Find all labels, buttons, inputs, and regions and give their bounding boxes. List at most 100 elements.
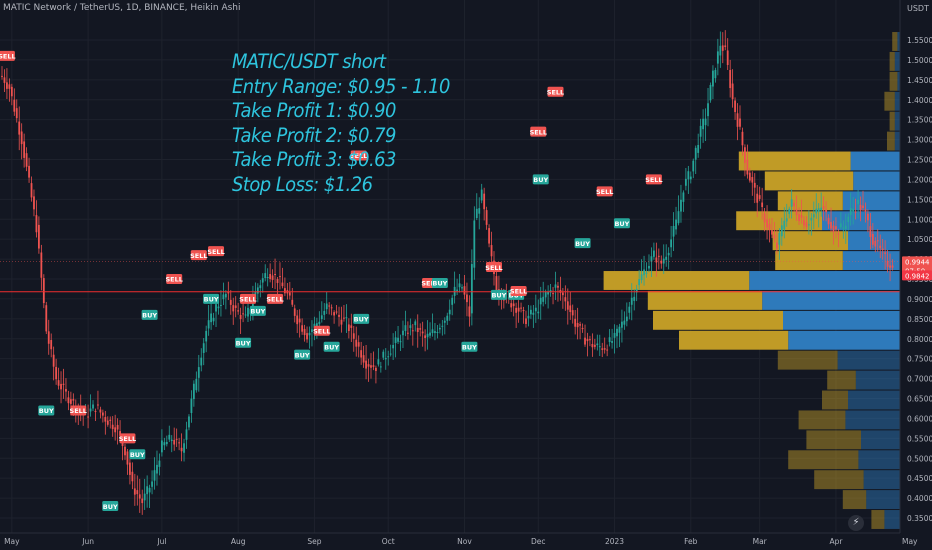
- volume-bar-up: [827, 370, 856, 390]
- candle-body: [126, 451, 129, 465]
- candle-body: [431, 329, 434, 334]
- x-tick-label: Apr: [829, 537, 843, 546]
- sell-signal: [0, 50, 15, 61]
- candle-body: [13, 99, 16, 112]
- volume-bar-up: [772, 231, 848, 251]
- candle-body: [143, 493, 146, 501]
- candle-body: [247, 307, 249, 317]
- volume-bar-down: [848, 390, 900, 410]
- candle-body: [768, 223, 771, 230]
- candle-body: [389, 353, 392, 355]
- candle-body: [891, 265, 894, 268]
- candle-body: [692, 160, 695, 172]
- candle-body: [365, 360, 367, 369]
- y-tick-label: 0.8500: [907, 315, 932, 324]
- volume-bar-down: [788, 330, 900, 350]
- volume-bar-up: [736, 211, 822, 231]
- candle-body: [153, 470, 156, 481]
- candle-body: [429, 332, 431, 336]
- candle-body: [552, 293, 554, 295]
- buy-signal: [532, 174, 549, 185]
- annotation-line-entry: Entry Range: $0.95 - 1.10: [232, 74, 450, 98]
- lightning-icon[interactable]: ⚡: [848, 515, 864, 531]
- buy-signal: [203, 293, 220, 304]
- volume-bar-up: [777, 350, 838, 370]
- buy-signal: [574, 238, 591, 249]
- annotation-line-title: MATIC/USDT short: [232, 50, 386, 73]
- candle-body: [414, 321, 417, 326]
- volume-bar-down: [762, 290, 900, 310]
- candle-body: [195, 378, 198, 391]
- candle-body: [229, 299, 232, 305]
- candle-body: [451, 297, 454, 305]
- candle-body: [192, 383, 195, 400]
- candle-body: [227, 292, 230, 294]
- candle-body: [879, 245, 882, 249]
- candle-body: [616, 328, 618, 337]
- candle-body: [756, 193, 759, 203]
- candle-body: [478, 208, 481, 214]
- candle-body: [205, 330, 208, 342]
- volume-bar-up: [738, 151, 851, 171]
- candle-body: [859, 204, 862, 211]
- candle-body: [699, 125, 702, 137]
- volume-bar-up: [806, 430, 861, 450]
- candle-body: [825, 209, 827, 213]
- candle-body: [490, 245, 493, 257]
- candle-body: [726, 50, 729, 65]
- candle-body: [1, 75, 3, 77]
- candle-body: [106, 420, 109, 425]
- candle-body: [207, 320, 210, 329]
- sell-signal: [350, 150, 367, 161]
- candle-body: [778, 232, 781, 245]
- buy-signal: [323, 341, 340, 352]
- volume-bar-down: [858, 450, 900, 470]
- price-axis[interactable]: 0.3500 0.4000 0.4500 0.5000 0.5500 0.6000 0.65…: [899, 0, 932, 550]
- candle-body: [847, 216, 850, 222]
- sell-signal: [208, 246, 225, 257]
- candle-body: [707, 103, 709, 117]
- candle-body: [665, 256, 668, 260]
- volume-bar-down: [855, 370, 900, 390]
- candle-body: [470, 264, 473, 314]
- time-axis[interactable]: May Jun Jul Aug Sep Oct Nov Dec 2023 Feb Mar Apr May: [0, 532, 918, 546]
- candle-body: [517, 307, 520, 312]
- sell-signal: [313, 325, 330, 336]
- candle-body: [581, 327, 584, 330]
- volume-bar-down: [897, 71, 900, 91]
- candle-body: [33, 196, 35, 210]
- volume-bar-up: [653, 310, 783, 330]
- signal-label: SELL: [530, 128, 547, 136]
- candle-body: [539, 297, 542, 305]
- candle-body: [276, 278, 279, 283]
- candle-body: [611, 341, 613, 343]
- sell-signal: [510, 285, 527, 296]
- x-tick-label: Aug: [231, 537, 246, 546]
- candle-body: [461, 287, 463, 289]
- candle-body: [281, 282, 284, 287]
- candle-body: [586, 338, 589, 342]
- candle-body: [667, 252, 670, 256]
- candle-body: [635, 288, 638, 293]
- y-tick-label: 1.2000: [907, 175, 932, 184]
- candle-body: [65, 389, 67, 392]
- signal-label: SELL: [421, 280, 438, 288]
- candle-body: [190, 398, 193, 413]
- candle-body: [298, 318, 301, 323]
- candle-body: [424, 335, 427, 339]
- buy-signal: [38, 405, 55, 416]
- candle-body: [830, 221, 832, 229]
- candle-body: [421, 331, 424, 334]
- candle-body: [67, 397, 70, 404]
- volume-bar-up: [892, 32, 898, 51]
- candle-body: [773, 234, 776, 239]
- candle-body: [771, 230, 773, 235]
- candle-body: [42, 278, 45, 304]
- candle-body: [650, 256, 653, 262]
- x-tick-label: Mar: [753, 537, 768, 546]
- candle-body: [10, 86, 13, 97]
- signal-label: BUY: [250, 308, 265, 316]
- candle-body: [104, 417, 107, 422]
